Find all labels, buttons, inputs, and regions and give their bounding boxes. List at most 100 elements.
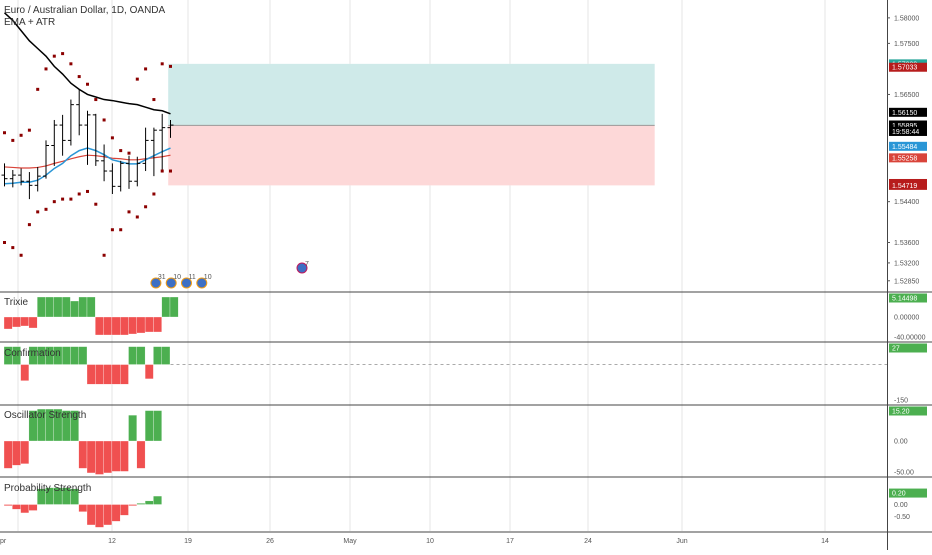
price-tag <box>889 107 927 117</box>
oscillator-strength-bar <box>111 440 121 472</box>
confirmation-bar <box>95 364 104 385</box>
trixie-bar <box>144 316 154 333</box>
confirmation-bar <box>12 346 21 365</box>
atr-lower-dot <box>86 189 89 193</box>
atr-upper-dot <box>144 67 148 71</box>
pane-title-confirmation[interactable]: Confirmation <box>4 348 61 359</box>
price-tag <box>889 120 927 130</box>
price-tag-label: 1.56150 <box>892 110 917 117</box>
indicator-tick-label: -40.00000 <box>894 335 926 342</box>
trixie-bar <box>111 316 121 336</box>
confirmation-bar <box>153 346 162 365</box>
atr-lower-dot <box>152 192 156 196</box>
indicator-title[interactable]: EMA + ATR <box>4 17 56 28</box>
event-badge-count: 7 <box>305 261 309 268</box>
trixie-bar <box>61 296 71 318</box>
confirmation-bar <box>78 346 88 365</box>
confirmation-bar <box>70 346 79 365</box>
probability-strength-bar <box>78 504 88 512</box>
pane-title-probability-strength[interactable]: Probability Strength <box>4 483 92 494</box>
indicator-tick-label: 0.00 <box>894 502 908 509</box>
pane-title-trixie[interactable]: Trixie <box>4 297 29 308</box>
price-tick-label: 1.54400 <box>894 199 919 206</box>
time-tick-label: 24 <box>584 538 592 545</box>
trixie-bar <box>28 316 38 329</box>
oscillator-strength-bar <box>120 440 129 472</box>
ohlc-bar <box>1 163 8 187</box>
trixie-bar <box>153 316 162 333</box>
atr-lower-dot <box>52 200 56 204</box>
probability-strength-bar <box>144 500 154 505</box>
ohlc-bar <box>159 113 166 172</box>
probability-strength-bar <box>12 504 21 510</box>
atr-upper-dot <box>152 98 156 102</box>
probability-strength-bar <box>136 503 146 505</box>
price-tag <box>889 62 927 72</box>
pane-title-oscillator-strength[interactable]: Oscillator Strength <box>4 410 87 421</box>
price-tick-label: 1.52850 <box>894 278 919 285</box>
indicator-value-tag <box>889 293 927 303</box>
time-tick-label: 17 <box>506 538 514 545</box>
event-badge-icon <box>165 277 177 289</box>
oscillator-strength-bar <box>20 440 30 464</box>
price-tag-label: 1.57033 <box>892 65 917 72</box>
event-badge-icon <box>196 277 208 289</box>
atr-lower-dot <box>160 169 164 173</box>
oscillator-strength-bar <box>70 410 79 442</box>
atr-upper-dot <box>19 133 23 137</box>
trixie-bar <box>128 316 137 335</box>
probability-strength-bar <box>20 504 30 514</box>
atr-lower-dot <box>69 197 73 201</box>
time-tick-label: May <box>343 538 357 545</box>
time-tick-label: 10 <box>426 538 434 545</box>
atr-upper-dot <box>69 62 73 66</box>
atr-lower-dot <box>169 169 172 173</box>
ohlc-bar <box>67 99 74 146</box>
atr-upper-dot <box>27 128 31 132</box>
trixie-bar <box>53 296 63 318</box>
price-tag <box>889 153 927 163</box>
ohlc-bar <box>34 166 41 192</box>
atr-lower-dot <box>102 253 106 257</box>
time-tick-label: 19 <box>184 538 192 545</box>
atr-upper-dot <box>94 98 98 102</box>
trixie-bar <box>78 296 88 318</box>
confirmation-bar <box>20 364 30 381</box>
atr-lower-dot <box>127 210 131 214</box>
confirmation-bar <box>128 346 137 365</box>
profit-zone <box>168 63 655 126</box>
price-tick-label: 1.53200 <box>894 260 919 267</box>
indicator-tick-label: -50.00 <box>894 470 914 477</box>
price-tag-label: 1.55895 <box>892 123 917 130</box>
trixie-bar <box>70 300 79 318</box>
indicator-value-label: 5.14498 <box>892 296 917 303</box>
atr-lower-dot <box>135 215 139 219</box>
symbol-title[interactable]: Euro / Australian Dollar, 1D, OANDA <box>4 5 166 16</box>
indicator-tick-label: 0.00 <box>894 439 908 446</box>
oscillator-strength-bar <box>144 410 154 442</box>
event-badge-count: 10 <box>204 274 212 281</box>
confirmation-bar <box>144 364 154 380</box>
time-tick-label: 14 <box>821 538 829 545</box>
ohlc-bar <box>117 160 124 192</box>
price-tag <box>889 180 927 190</box>
atr-upper-dot <box>169 64 172 68</box>
probability-strength-bar <box>111 504 121 522</box>
indicator-value-tag <box>889 406 927 416</box>
indicator-value-tag <box>889 343 927 353</box>
probability-strength-bar <box>120 504 129 516</box>
atr-upper-dot <box>52 54 56 58</box>
ohlc-bar <box>142 127 149 172</box>
loss-zone <box>168 125 655 186</box>
trixie-bar <box>86 296 96 318</box>
ohlc-bar <box>76 89 83 136</box>
confirmation-bar <box>86 364 96 385</box>
event-badge-icon <box>296 262 308 274</box>
time-tick-label: pr <box>0 538 7 545</box>
atr-lower-dot <box>36 210 40 214</box>
price-tag-label: 1.54719 <box>892 183 917 190</box>
oscillator-strength-bar <box>153 410 162 442</box>
trixie-bar <box>161 296 171 318</box>
atr-upper-dot <box>3 131 6 135</box>
